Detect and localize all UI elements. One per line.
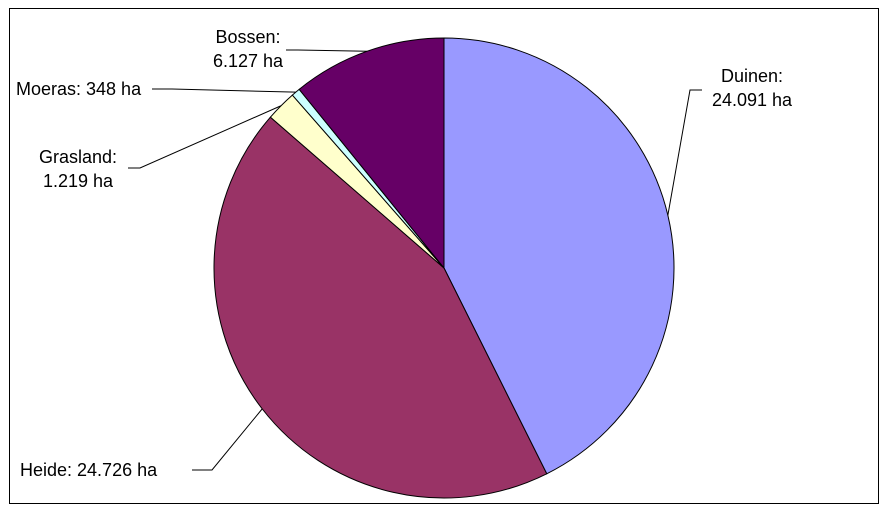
label-leaders <box>128 49 702 471</box>
data-label-line: 6.127 ha <box>213 51 284 71</box>
data-labels: Duinen: 24.091 ha Heide: 24.726 ha Grasland… <box>16 27 793 480</box>
data-label-grasland: Grasland: 1.219 ha <box>39 147 117 191</box>
data-label-line: Duinen: <box>721 66 783 86</box>
data-label-moeras: Moeras: 348 ha <box>16 79 142 99</box>
pie-slices <box>213 37 675 499</box>
data-label-line: Bossen: <box>215 27 280 47</box>
pie-slice-bossen <box>298 37 445 270</box>
leader-line-heide <box>192 408 263 471</box>
leader-line-moeras <box>152 88 296 93</box>
data-label-line: 1.219 ha <box>43 171 114 191</box>
data-label-line: Grasland: <box>39 147 117 167</box>
data-label-line: Heide: 24.726 ha <box>20 460 158 480</box>
pie-slice-duinen <box>443 37 675 475</box>
data-label-heide: Heide: 24.726 ha <box>20 460 158 480</box>
data-label-duinen: Duinen: 24.091 ha <box>712 66 793 110</box>
leader-line-grasland <box>128 105 282 169</box>
data-label-line: Moeras: 348 ha <box>16 79 142 99</box>
pie-slice-heide <box>213 116 548 499</box>
leader-line-bossen <box>286 49 368 52</box>
data-label-line: 24.091 ha <box>712 90 793 110</box>
leader-line-duinen <box>667 89 702 216</box>
data-label-bossen: Bossen: 6.127 ha <box>213 27 284 71</box>
